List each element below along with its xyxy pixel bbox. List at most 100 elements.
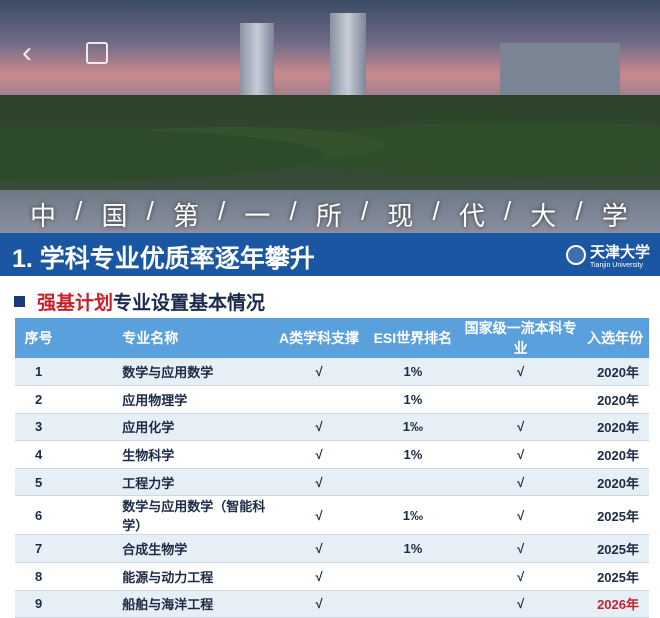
motto-char: 大 (530, 201, 559, 231)
motto-char: 第 (172, 201, 201, 231)
subtitle-highlight: 强基计划 (37, 293, 114, 314)
table-cell: 数学与应用数学（智能科学） (62, 495, 273, 536)
table-cell: 1% (365, 385, 460, 414)
column-header: ESI世界排名 (365, 318, 460, 358)
table-cell: 7 (15, 534, 63, 564)
table-cell: 2020年 (581, 440, 649, 469)
table-row: 9 船舶与海洋工程 √ √ 2026年 (15, 590, 649, 618)
table-cell (459, 385, 582, 414)
table-row: 2 应用物理学 1% 2020年 (15, 385, 649, 414)
table-cell: 2020年 (581, 385, 649, 414)
column-header: 国家级一流本科专业 (459, 318, 582, 358)
table-cell: 数学与应用数学 (62, 358, 273, 387)
table-cell (365, 562, 460, 591)
table-cell: √ (272, 534, 366, 564)
table-row: 3 应用化学 √ 1‰ √ 2020年 (15, 413, 649, 442)
section-subtitle: 强基计划 专业设置基本情况 (14, 288, 265, 315)
table-cell (365, 468, 460, 497)
table-cell: 船舶与海洋工程 (62, 590, 273, 618)
table-cell: 生物科学 (62, 440, 273, 469)
table-cell: 2025年 (581, 495, 649, 536)
title-banner: 1. 学科专业优质率逐年攀升 天津大学 Tianjin University (0, 233, 660, 276)
table-cell: 9 (15, 590, 63, 618)
table-cell: 工程力学 (62, 468, 273, 497)
table-cell: √ (272, 413, 366, 442)
logo-en: Tianjin University (589, 262, 644, 269)
table-cell: √ (459, 590, 582, 618)
majors-table: 序号 专业名称 A类学科支撑 ESI世界排名 国家级一流本科专业 入选年份 1 数学与应用数… (15, 318, 649, 618)
table-cell: 6 (15, 495, 63, 536)
table-cell: √ (459, 440, 582, 469)
motto-char: / (289, 196, 299, 226)
motto-char: / (218, 196, 228, 226)
table-cell (365, 590, 460, 618)
table-cell: √ (272, 590, 366, 618)
table-row: 1 数学与应用数学 √ 1% √ 2020年 (15, 358, 649, 387)
table-cell: 3 (15, 413, 63, 442)
motto-char: / (503, 196, 514, 226)
table-cell: 5 (15, 468, 63, 497)
motto-char: 学 (601, 201, 630, 231)
seal-icon (565, 245, 586, 265)
trees (0, 95, 660, 195)
table-row: 6 数学与应用数学（智能科学） √ 1‰ √ 2025年 (15, 495, 649, 536)
campus-photo: ‹ 中 / 国 / 第 / 一 / 所 / 现 / 代 / 大 / 学 (0, 0, 660, 233)
table-cell: 2 (15, 385, 63, 414)
table-cell: 1% (365, 534, 460, 564)
back-chevron-icon[interactable]: ‹ (22, 36, 32, 69)
table-cell: √ (459, 562, 582, 591)
table-cell: √ (272, 562, 366, 591)
table-cell: 1% (365, 440, 460, 469)
table-cell: 2025年 (581, 534, 649, 564)
motto-char: / (75, 196, 85, 226)
table-cell: 1‰ (365, 413, 460, 442)
motto-char: / (575, 196, 585, 226)
table-row: 8 能源与动力工程 √ √ 2025年 (15, 562, 649, 591)
table-cell: 1 (15, 358, 63, 387)
table-cell: √ (459, 495, 582, 536)
table-cell: 合成生物学 (62, 534, 273, 564)
table-cell: √ (272, 440, 366, 469)
motto-char: 中 (30, 201, 59, 231)
logo-cn: 天津大学 (589, 243, 650, 261)
copy-icon[interactable] (86, 42, 108, 64)
table-cell (272, 385, 366, 414)
square-bullet-icon (14, 296, 25, 307)
table-cell: 2020年 (581, 358, 649, 387)
table-cell: 2020年 (581, 468, 649, 497)
table-cell: √ (459, 413, 582, 442)
motto-char: 国 (101, 201, 130, 231)
table-cell: 2026年 (581, 590, 649, 618)
table-cell: √ (459, 534, 582, 564)
table-cell: √ (459, 468, 582, 497)
table-cell: 1‰ (365, 495, 460, 536)
table-row: 4 生物科学 √ 1% √ 2020年 (15, 440, 649, 469)
motto-char: 现 (387, 201, 416, 231)
motto-char: / (146, 196, 156, 226)
subtitle-text: 专业设置基本情况 (113, 293, 266, 314)
motto-char: / (432, 196, 442, 226)
column-header: 序号 (15, 318, 63, 358)
table-row: 7 合成生物学 √ 1% √ 2025年 (15, 534, 649, 564)
plaza (0, 190, 660, 233)
table-cell: 应用化学 (62, 413, 273, 442)
motto: 中 / 国 / 第 / 一 / 所 / 现 / 代 / 大 / 学 (30, 196, 630, 233)
table-cell: 2025年 (581, 562, 649, 591)
banner-title: 1. 学科专业优质率逐年攀升 (12, 245, 315, 273)
table-cell: √ (272, 358, 366, 387)
motto-char: 一 (244, 201, 273, 231)
table-header: 序号 专业名称 A类学科支撑 ESI世界排名 国家级一流本科专业 入选年份 (15, 318, 649, 358)
table-cell: √ (459, 358, 582, 387)
table-cell: 1% (365, 358, 460, 387)
table-cell: 能源与动力工程 (62, 562, 273, 591)
motto-char: 代 (458, 201, 487, 231)
column-header: 入选年份 (581, 318, 649, 358)
table-cell: √ (272, 495, 366, 536)
motto-char: / (361, 196, 371, 226)
table-row: 5 工程力学 √ √ 2020年 (15, 468, 649, 497)
university-logo: 天津大学 Tianjin University (565, 241, 650, 269)
table-cell: 应用物理学 (62, 385, 273, 414)
motto-char: 所 (315, 201, 344, 231)
table-cell: 8 (15, 562, 63, 591)
table-cell: 2020年 (581, 413, 649, 442)
